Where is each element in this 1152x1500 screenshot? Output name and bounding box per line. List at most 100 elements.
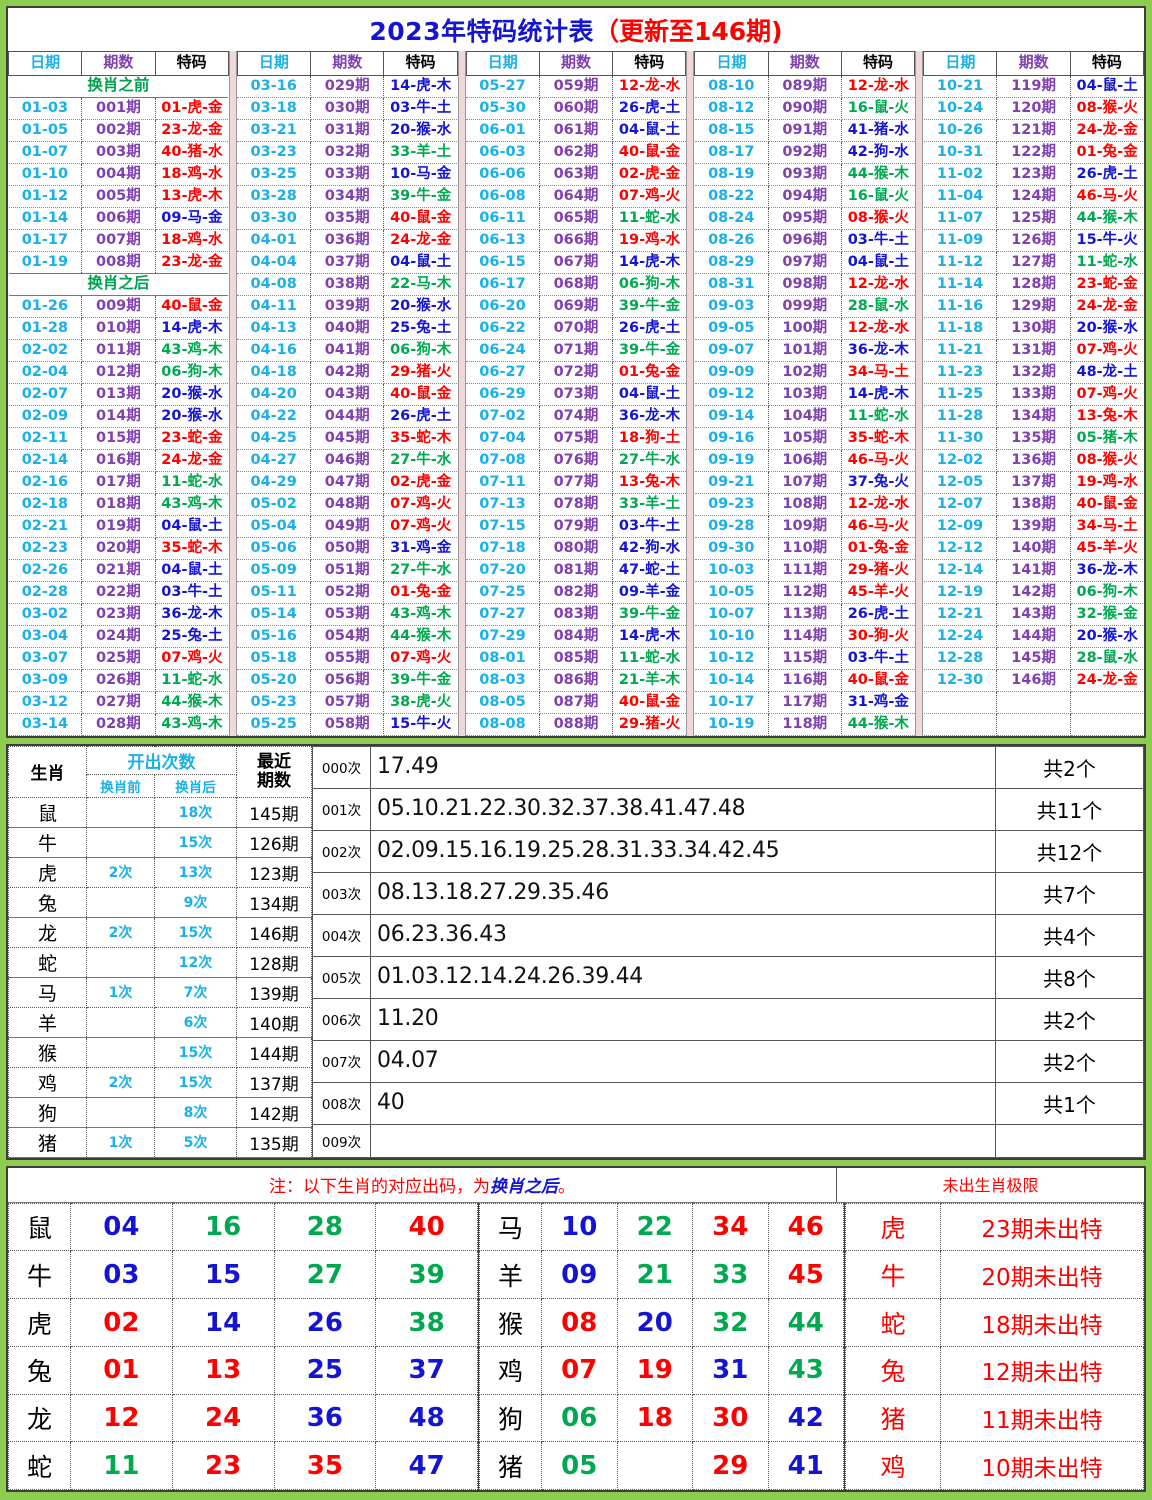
draw-code: 24-龙-金	[1070, 119, 1144, 142]
draw-row: 05-11 052期 01-兔-金	[237, 581, 458, 604]
section-separator: 换肖之前	[8, 75, 229, 98]
draw-row: 08-05 087期 40-鼠-金	[466, 691, 686, 714]
draw-issue: 083期	[539, 603, 614, 626]
map-number: 29	[692, 1441, 769, 1490]
draw-issue: 036期	[310, 229, 385, 252]
map-number: 19	[616, 1345, 693, 1395]
mapping-note: 注：以下生肖的对应出码，为换肖之后。	[8, 1168, 836, 1202]
draw-code: 12-龙-水	[612, 75, 686, 98]
draw-code: 46-马-火	[841, 515, 915, 538]
draw-code: 40-鼠-金	[612, 141, 686, 164]
draw-issue: 099期	[768, 295, 842, 318]
draw-date: 05-18	[237, 647, 312, 670]
draw-code: 18-狗-土	[612, 427, 686, 450]
draw-date: 01-05	[8, 119, 83, 142]
frequency-label: 008次	[312, 1081, 371, 1125]
draw-date: 08-05	[466, 691, 540, 714]
draw-issue: 024期	[81, 625, 156, 648]
draw-columns: 日期 期数 特码 换肖之前 01-03 001期 01-虎-金 01-05 002期 23-龙-金…	[7, 51, 1144, 736]
draw-date: 07-08	[466, 449, 540, 472]
draw-issue: 079期	[539, 515, 614, 538]
draw-code: 08-猴-火	[1070, 97, 1144, 120]
draw-code: 23-蛇-金	[1070, 273, 1144, 296]
zodiac-stat-row: 马 1次 7次 139期	[8, 976, 312, 1008]
map-number: 42	[767, 1393, 844, 1443]
map-number	[616, 1441, 693, 1490]
zodiac-count-table: 生肖 开出次数 最近 期数 换肖前 换肖后鼠 18次 145期牛 15次 126期虎 2次 13次 12…	[8, 745, 312, 1158]
draw-code: 35-蛇-木	[383, 427, 458, 450]
draw-row: 06-08 064期 07-鸡-火	[466, 185, 686, 208]
limit-header: 未出生肖极限	[836, 1167, 1144, 1202]
draw-issue: 002期	[81, 119, 156, 142]
limits-table: 虎 23期未出特牛 20期未出特蛇 18期未出特兔 12期未出特猪 11期未出特鸡 10期未…	[845, 1202, 1144, 1490]
frequency-total: 共2个	[995, 997, 1144, 1041]
frequency-numbers: 06.23.36.43	[370, 913, 996, 957]
col-header-code: 特码	[154, 51, 229, 76]
draw-code: 09-羊-金	[612, 581, 686, 604]
draw-issue: 113期	[768, 603, 842, 626]
zodiac-stat-row: 猴 15次 144期	[8, 1036, 312, 1068]
draw-row: 05-18 055期 07-鸡-火	[237, 647, 458, 670]
draw-code: 11-蛇-水	[612, 207, 686, 230]
draw-column-1: 日期 期数 特码 换肖之前 01-03 001期 01-虎-金 01-05 002期 23-龙-金…	[7, 51, 229, 736]
draw-code: 31-鸡-金	[383, 537, 458, 560]
draw-date: 05-14	[237, 603, 312, 626]
draw-code: 14-虎-木	[155, 317, 229, 340]
map-number: 05	[541, 1441, 618, 1490]
draw-code: 27-牛-水	[383, 559, 458, 582]
draw-row: 08-01 085期 11-蛇-水	[466, 647, 686, 670]
map-number: 30	[692, 1393, 769, 1443]
draw-code: 29-猪-火	[841, 559, 915, 582]
draw-issue: 107期	[768, 471, 842, 494]
draw-issue: 030期	[310, 97, 385, 120]
draw-date: 10-14	[694, 669, 769, 692]
draw-code: 14-虎-木	[612, 625, 686, 648]
draw-code: 29-猪-火	[383, 361, 458, 384]
separator-label: 换肖之后	[8, 273, 229, 296]
zodiac-count-before	[86, 796, 155, 828]
statistics-panel: 生肖 开出次数 最近 期数 换肖前 换肖后鼠 18次 145期牛 15次 126期虎 2次 13次 12…	[6, 743, 1146, 1160]
frequency-total: 共1个	[995, 1081, 1144, 1125]
draw-date: 07-29	[466, 625, 540, 648]
map-number: 27	[273, 1250, 377, 1300]
draw-date: 03-23	[237, 141, 312, 164]
map-row-entry: 鼠 04 16 28 40	[8, 1202, 478, 1252]
map-number: 43	[767, 1345, 844, 1395]
draw-code: 20-猴-水	[383, 119, 458, 142]
draw-issue: 089期	[768, 75, 842, 98]
section-separator: 换肖之后	[8, 273, 229, 296]
frequency-numbers: 02.09.15.16.19.25.28.31.33.34.42.45	[370, 829, 996, 873]
draw-row: 06-27 072期 01-兔-金	[466, 361, 686, 384]
draw-date: 05-30	[466, 97, 540, 120]
draw-issue: 026期	[81, 669, 156, 692]
limit-text: 11期未出特	[940, 1393, 1144, 1443]
draw-date: 05-02	[237, 493, 312, 516]
draw-date: 03-21	[237, 119, 312, 142]
draw-date: 09-14	[694, 405, 769, 428]
draw-row: 04-18 042期 29-猪-火	[237, 361, 458, 384]
draw-row: 03-28 034期 39-牛-金	[237, 185, 458, 208]
draw-row: 04-13 040期 25-兔-土	[237, 317, 458, 340]
draw-code: 01-兔-金	[383, 581, 458, 604]
draw-row: 08-12 090期 16-鼠-火	[694, 97, 915, 120]
draw-date: 05-04	[237, 515, 312, 538]
draw-code: 34-马-土	[841, 361, 915, 384]
draw-date: 09-30	[694, 537, 769, 560]
draw-code: 01-兔-金	[612, 361, 686, 384]
map-number: 48	[375, 1393, 478, 1443]
draw-row: 11-28 134期 13-兔-木	[923, 405, 1144, 428]
draw-issue: 039期	[310, 295, 385, 318]
draw-code: 14-虎-木	[383, 75, 458, 98]
draw-date: 05-06	[237, 537, 312, 560]
draw-column-5: 日期 期数 特码 10-21 119期 04-鼠-土 10-24 120期 08-猴-火 10-2…	[923, 51, 1144, 736]
zodiac-recent-issue: 134期	[236, 886, 312, 918]
draw-date: 01-14	[8, 207, 83, 230]
draw-code: 01-兔-金	[1070, 141, 1144, 164]
draw-row: 06-24 071期 39-牛-金	[466, 339, 686, 362]
draw-issue: 043期	[310, 383, 385, 406]
draw-code: 43-鸡-木	[155, 493, 229, 516]
zodiac-count-before: 1次	[86, 976, 155, 1008]
map-number: 41	[767, 1441, 844, 1490]
frequency-numbers: 05.10.21.22.30.32.37.38.41.47.48	[370, 787, 996, 831]
draw-code: 36-龙-木	[612, 405, 686, 428]
